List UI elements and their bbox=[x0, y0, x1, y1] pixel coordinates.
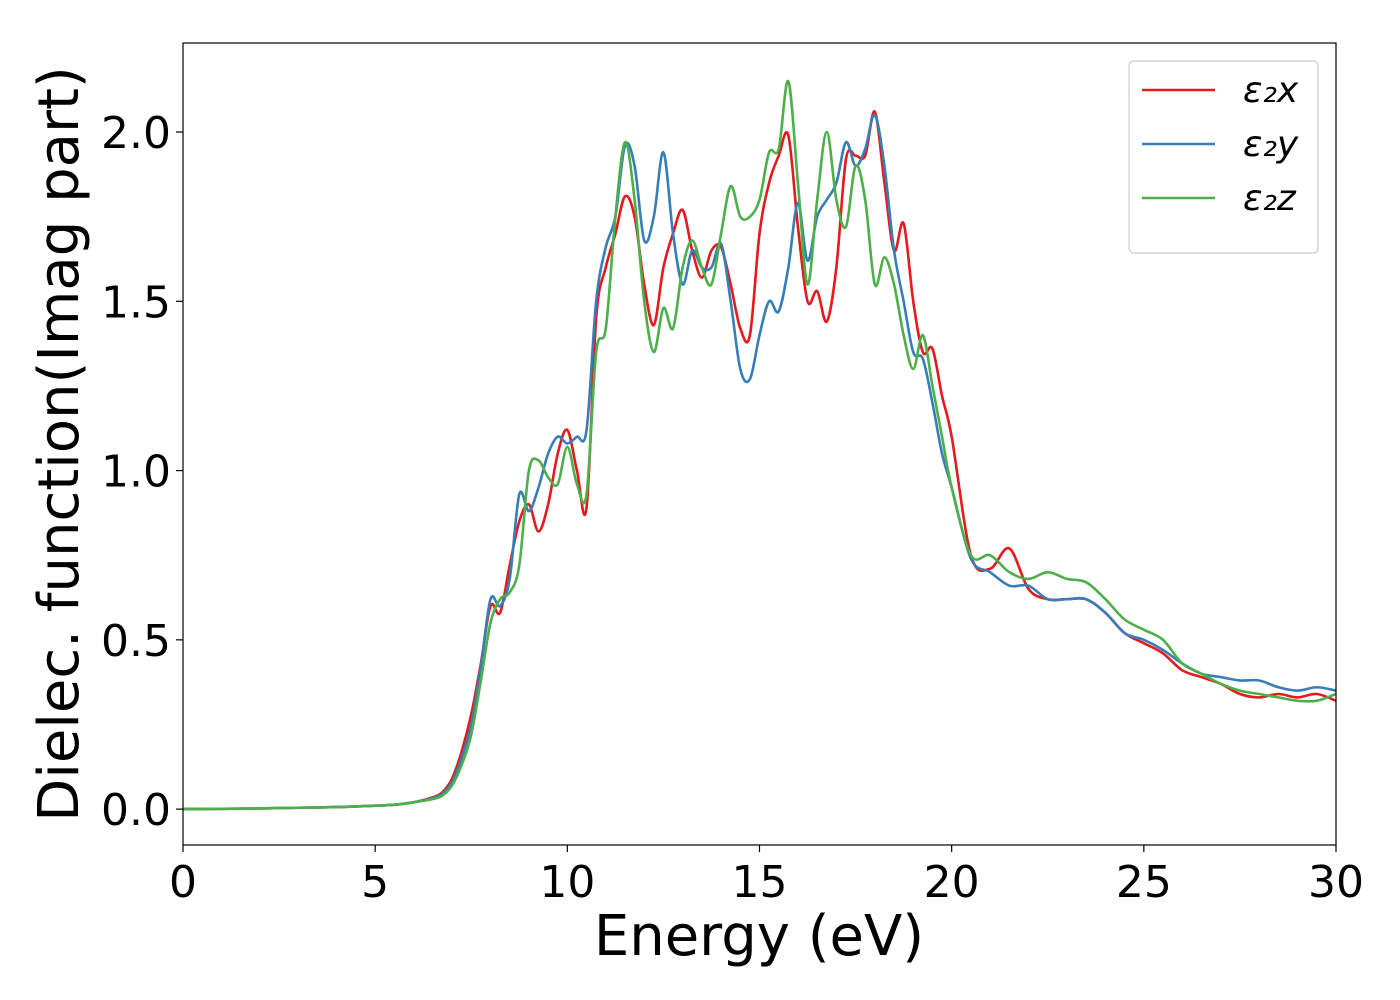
y-tick-label: 1.0 bbox=[101, 447, 171, 498]
x-tick-label: 30 bbox=[1308, 857, 1364, 908]
x-tick-label: 5 bbox=[361, 857, 389, 908]
series-line bbox=[183, 79, 1336, 811]
y-axis-label: Dielec. function(Imag part) bbox=[27, 66, 92, 822]
y-tick-label: 2.0 bbox=[101, 108, 171, 159]
legend-label: ε₂z bbox=[1243, 178, 1297, 219]
legend-label: ε₂x bbox=[1243, 70, 1299, 111]
x-tick-label: 0 bbox=[169, 857, 197, 908]
legend-box bbox=[1128, 60, 1319, 254]
x-axis-label: Energy (eV) bbox=[594, 904, 924, 969]
series-line bbox=[183, 113, 1336, 811]
x-tick-label: 25 bbox=[1116, 857, 1172, 908]
plot-frame bbox=[182, 42, 1337, 846]
x-tick-label: 10 bbox=[539, 857, 595, 908]
x-tick-label: 20 bbox=[924, 857, 980, 908]
legend-label: ε₂y bbox=[1243, 124, 1299, 165]
y-tick-label: 0.0 bbox=[101, 785, 171, 836]
y-tick-label: 1.5 bbox=[101, 277, 171, 328]
x-tick-label: 15 bbox=[732, 857, 788, 908]
y-tick-label: 0.5 bbox=[101, 616, 171, 667]
